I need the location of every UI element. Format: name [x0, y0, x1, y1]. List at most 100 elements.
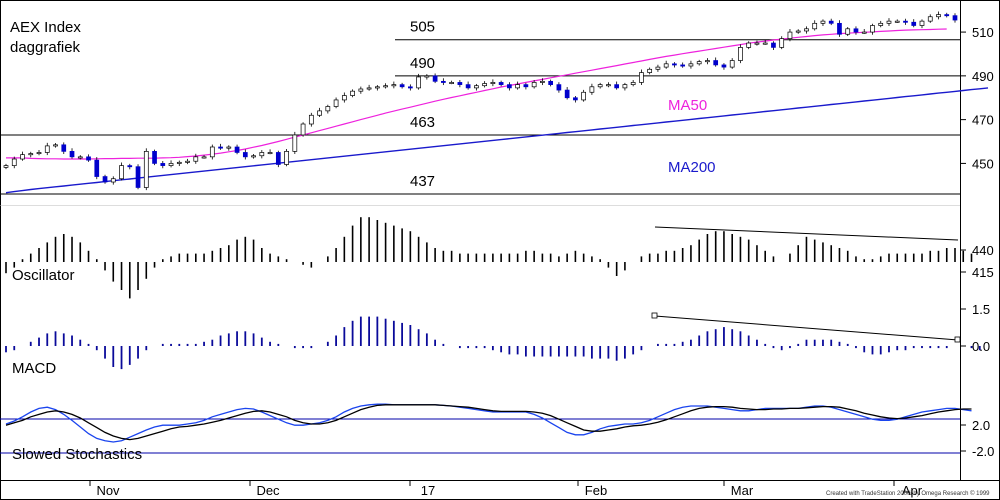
candle-body: [556, 84, 562, 91]
candle-body: [531, 82, 537, 88]
candle-body: [606, 84, 611, 87]
candle-body: [350, 90, 355, 96]
candle-body: [292, 134, 298, 152]
candle-body: [647, 68, 653, 73]
candle-body: [779, 38, 785, 48]
candle-body: [515, 84, 520, 89]
candle-body: [713, 60, 719, 66]
month-axis-ticks: Nov Dec 17 Feb Mar Apr: [89, 480, 923, 498]
candle-body: [771, 42, 776, 48]
oscillator-label: Oscillator: [12, 267, 75, 284]
candle-body: [837, 22, 842, 35]
candle-body: [729, 60, 735, 68]
candle-body: [53, 144, 58, 147]
candle-body: [474, 85, 479, 89]
candle-body: [540, 80, 545, 83]
candle-body: [523, 84, 529, 88]
price-candles: [3, 11, 958, 191]
candle-body: [944, 14, 950, 17]
candle-body: [548, 80, 553, 85]
candle-body: [86, 156, 91, 161]
candle-body: [341, 95, 347, 101]
candle-body: [102, 176, 108, 183]
candle-body: [44, 145, 50, 153]
candle-body: [28, 153, 34, 156]
candle-body: [242, 152, 248, 158]
stochastics-lines: [0, 403, 972, 454]
candle-body: [424, 75, 430, 78]
candle-body: [325, 106, 331, 112]
candle-body: [787, 31, 793, 39]
candle-body: [911, 21, 917, 26]
oscillator-divergence-line: [654, 226, 959, 241]
candle-body: [284, 151, 289, 165]
candle-body: [828, 20, 834, 24]
month-label-Dec: Dec: [256, 483, 280, 498]
candle-body: [3, 165, 9, 168]
candle-body: [903, 20, 908, 23]
macd-histogram: [5, 312, 981, 370]
osc-tick-440: 440: [972, 243, 994, 258]
price-tick-510: 510: [972, 25, 994, 40]
candle-body: [630, 82, 636, 85]
candle-body: [663, 63, 669, 68]
candle-body: [20, 154, 25, 160]
candle-body: [259, 152, 265, 157]
candle-body: [754, 42, 760, 45]
month-label-Mar: Mar: [731, 483, 754, 498]
macd-divergence-line: [654, 315, 959, 341]
candle-body: [193, 156, 199, 162]
candle-body: [127, 165, 133, 168]
candle-body: [878, 22, 884, 26]
candle-body: [614, 84, 620, 89]
candle-body: [861, 31, 867, 34]
macd-label: MACD: [12, 360, 56, 377]
candle-body: [845, 28, 851, 35]
candle-body: [672, 63, 677, 66]
candle-body: [201, 156, 207, 159]
candle-body: [762, 42, 768, 45]
candle-body: [226, 146, 232, 149]
candle-body: [94, 159, 100, 177]
candle-body: [746, 42, 752, 48]
price-tick-450: 450: [972, 156, 994, 171]
candle-body: [680, 64, 686, 67]
month-label-Feb: Feb: [585, 483, 607, 498]
level-label-463: 463: [410, 114, 435, 131]
candle-body: [812, 22, 818, 30]
candle-body: [441, 80, 446, 83]
candle-body: [432, 75, 438, 82]
candle-body: [573, 97, 578, 101]
candle-body: [333, 99, 339, 107]
macd-tick-1.5: 1.5: [972, 302, 990, 317]
candle-body: [308, 114, 314, 125]
candle-body: [721, 64, 727, 68]
candle-body: [374, 86, 380, 89]
candle-body: [886, 20, 892, 24]
month-label-17: 17: [421, 483, 435, 498]
candle-body: [176, 161, 182, 164]
candle-body: [639, 72, 644, 83]
chart-subtitle: daggrafiek: [10, 39, 81, 56]
candle-body: [696, 61, 702, 65]
candle-body: [449, 82, 454, 84]
candle-body: [688, 63, 694, 67]
candle-body: [399, 84, 405, 88]
month-label-Nov: Nov: [96, 483, 120, 498]
credit-text: Created with TradeStation 2000i by Omega…: [826, 490, 990, 497]
candle-body: [234, 146, 240, 153]
candle-body: [185, 160, 190, 163]
candle-body: [597, 84, 603, 88]
candle-body: [853, 28, 859, 33]
month-label-Apr: Apr: [902, 483, 923, 498]
oscillator-histogram: [5, 217, 973, 299]
candle-body: [490, 82, 496, 84]
candle-body: [267, 152, 273, 155]
candle-body: [61, 144, 67, 152]
macd-tick-0.0: 0.0: [972, 339, 990, 354]
candle-body: [383, 85, 388, 88]
ma50-label: MA50: [668, 97, 707, 114]
candle-body: [820, 20, 826, 24]
